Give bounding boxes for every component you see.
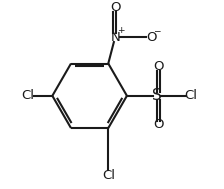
Text: O: O: [153, 118, 164, 131]
Text: Cl: Cl: [102, 170, 115, 182]
Text: −: −: [153, 26, 160, 35]
Text: O: O: [110, 1, 121, 14]
Text: Cl: Cl: [22, 89, 35, 102]
Text: O: O: [146, 31, 156, 44]
Text: O: O: [153, 60, 164, 73]
Text: N: N: [111, 31, 121, 44]
Text: S: S: [152, 88, 162, 103]
Text: +: +: [117, 26, 125, 35]
Text: Cl: Cl: [184, 89, 197, 102]
